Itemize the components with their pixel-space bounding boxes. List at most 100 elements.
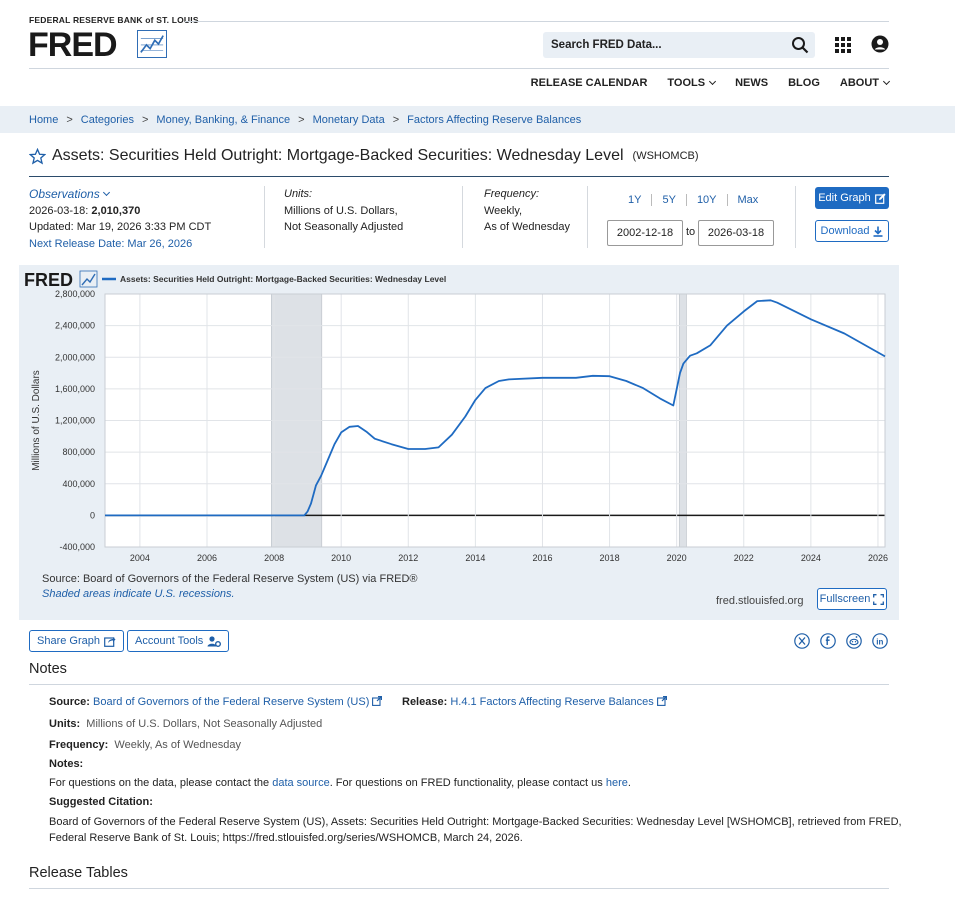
plot-border <box>104 293 886 548</box>
observations-label: Observations <box>29 187 100 201</box>
org-name: FEDERAL RESERVE BANK of ST. LOUIS <box>29 15 199 25</box>
search-input[interactable] <box>543 32 783 58</box>
note-source: Source: Board of Governors of the Federa… <box>49 696 383 708</box>
chart-panel: FRED Assets: Securities Held Outright: M… <box>19 265 899 620</box>
fred-logo-chart-icon[interactable] <box>137 30 167 58</box>
fred-url: fred.stlouisfed.org <box>716 595 804 607</box>
frequency-line2: As of Wednesday <box>484 221 571 233</box>
units-block: Units: Millions of U.S. Dollars, Not Sea… <box>284 186 403 236</box>
next-release-link[interactable]: Next Release Date: Mar 26, 2026 <box>29 237 193 250</box>
contact-here-link[interactable]: here <box>605 777 628 789</box>
share-icon <box>104 636 116 647</box>
fullscreen-icon <box>873 593 885 605</box>
questions-text-2: . For questions on FRED functionality, p… <box>329 777 606 789</box>
x-tick-label: 2016 <box>532 553 552 563</box>
edit-graph-label: Edit Graph <box>818 192 871 204</box>
nav-about-label: ABOUT <box>839 77 879 89</box>
nav-news[interactable]: NEWS <box>735 77 769 89</box>
x-tick-label: 2012 <box>398 553 418 563</box>
recession-note-link[interactable]: Shaded areas indicate U.S. recessions. <box>42 588 235 600</box>
account-tools-label: Account Tools <box>135 635 204 647</box>
breadcrumb-categories[interactable]: Categories <box>80 113 134 126</box>
nav-tools-label: TOOLS <box>667 77 706 89</box>
end-date-input[interactable] <box>698 220 774 246</box>
range-buttons: 1Y 5Y 10Y Max <box>618 194 768 206</box>
note-notes: Notes: <box>49 758 83 770</box>
header-divider <box>185 21 889 22</box>
y-tick-label: 800,000 <box>62 447 95 457</box>
external-link-icon <box>656 696 667 706</box>
series-code: (WSHOMCB) <box>632 150 699 162</box>
download-button[interactable]: Download <box>815 220 889 242</box>
latest-value: 2,010,370 <box>91 204 141 217</box>
account-tools-button[interactable]: Account Tools <box>127 630 230 652</box>
breadcrumb-monetary-data[interactable]: Monetary Data <box>312 113 385 126</box>
x-twitter-icon[interactable] <box>794 633 810 649</box>
meta-divider <box>264 186 265 248</box>
chart-source: Source: Board of Governors of the Federa… <box>42 573 418 585</box>
series-line[interactable] <box>105 299 886 517</box>
units-note-value: Millions of U.S. Dollars, Not Seasonally… <box>86 718 323 730</box>
release-tables-heading: Release Tables <box>29 865 128 881</box>
linkedin-icon[interactable]: in <box>872 633 888 649</box>
breadcrumb-factors[interactable]: Factors Affecting Reserve Balances <box>407 113 582 126</box>
nav-tools[interactable]: TOOLS <box>667 77 717 89</box>
x-tick-label: 2010 <box>331 553 351 563</box>
source-link[interactable]: Board of Governors of the Federal Reserv… <box>93 696 383 708</box>
nav-about[interactable]: ABOUT <box>839 77 891 89</box>
breadcrumb-separator: > <box>298 113 305 126</box>
y-tick-label: 1,600,000 <box>55 384 95 394</box>
meta-divider <box>462 186 463 248</box>
apps-grid-icon[interactable] <box>834 36 852 54</box>
nav-release-calendar[interactable]: RELEASE CALENDAR <box>530 77 648 89</box>
range-5y[interactable]: 5Y <box>652 194 687 206</box>
release-label: Release: <box>402 696 448 708</box>
search-icon[interactable] <box>791 36 809 54</box>
facebook-icon[interactable] <box>820 633 836 649</box>
release-link[interactable]: H.4.1 Factors Affecting Reserve Balances <box>450 696 667 708</box>
units-label: Units: <box>284 188 313 200</box>
questions-text-1: For questions on the data, please contac… <box>49 777 273 789</box>
x-tick-label: 2020 <box>667 553 687 563</box>
chart-fred-logo: FRED <box>24 270 73 290</box>
meta-divider <box>587 186 588 248</box>
user-account-icon[interactable] <box>871 35 889 53</box>
latest-observation: 2026-03-18: 2,010,370 <box>29 203 211 220</box>
updated-text: Updated: Mar 19, 2026 3:33 PM CDT <box>29 221 212 233</box>
notes-divider <box>29 684 889 685</box>
breadcrumb-separator: > <box>66 113 73 126</box>
y-tick-label: 2,800,000 <box>55 289 95 299</box>
reddit-icon[interactable] <box>846 633 862 649</box>
source-link-text: Board of Governors of the Federal Reserv… <box>93 696 370 708</box>
svg-text:in: in <box>876 637 883 646</box>
y-tick-label: 2,000,000 <box>55 352 95 362</box>
chevron-down-icon <box>709 77 717 86</box>
download-icon <box>873 226 883 237</box>
edit-graph-button[interactable]: Edit Graph <box>815 187 889 209</box>
main-nav: RELEASE CALENDAR TOOLS NEWS BLOG ABOUT <box>530 77 891 89</box>
start-date-input[interactable] <box>607 220 683 246</box>
chart-svg[interactable]: FRED Assets: Securities Held Outright: M… <box>19 265 899 565</box>
nav-blog[interactable]: BLOG <box>788 77 820 89</box>
fullscreen-button[interactable]: Fullscreen <box>817 588 887 610</box>
note-questions: For questions on the data, please contac… <box>49 777 631 789</box>
data-source-link[interactable]: data source <box>272 777 330 789</box>
star-favorite-icon[interactable] <box>29 147 46 165</box>
observations-block: Observations 2026-03-18: 2,010,370 Updat… <box>29 186 211 252</box>
fullscreen-label: Fullscreen <box>819 593 871 605</box>
range-1y[interactable]: 1Y <box>618 194 653 206</box>
range-max[interactable]: Max <box>737 194 759 206</box>
breadcrumb-home[interactable]: Home <box>29 113 59 126</box>
share-graph-button[interactable]: Share Graph <box>29 630 124 652</box>
frequency-note-value: Weekly, As of Wednesday <box>114 739 241 751</box>
user-gear-icon <box>207 635 222 647</box>
breadcrumb-money-banking[interactable]: Money, Banking, & Finance <box>156 113 291 126</box>
external-link-icon <box>372 696 383 706</box>
release-link-text: H.4.1 Factors Affecting Reserve Balances <box>450 696 654 708</box>
x-tick-label: 2022 <box>734 553 754 563</box>
fred-logo[interactable]: FRED <box>28 26 118 64</box>
range-10y[interactable]: 10Y <box>687 194 728 206</box>
observations-dropdown[interactable]: Observations <box>29 186 211 203</box>
units-line2: Not Seasonally Adjusted <box>284 221 404 233</box>
questions-text-3: . <box>627 777 631 789</box>
